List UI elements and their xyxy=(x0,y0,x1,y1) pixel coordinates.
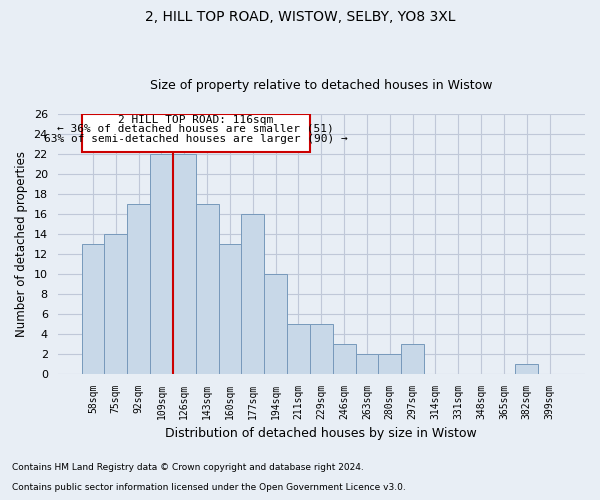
Bar xyxy=(332,344,356,374)
Text: 2 HILL TOP ROAD: 116sqm: 2 HILL TOP ROAD: 116sqm xyxy=(118,115,274,125)
Bar xyxy=(401,344,424,374)
Text: Contains HM Land Registry data © Crown copyright and database right 2024.: Contains HM Land Registry data © Crown c… xyxy=(12,464,364,472)
Bar xyxy=(379,354,401,374)
Bar xyxy=(82,244,104,374)
Bar xyxy=(150,154,173,374)
Bar xyxy=(218,244,241,374)
Polygon shape xyxy=(82,114,310,152)
Bar xyxy=(310,324,332,374)
Title: Size of property relative to detached houses in Wistow: Size of property relative to detached ho… xyxy=(150,79,493,92)
Bar xyxy=(287,324,310,374)
Y-axis label: Number of detached properties: Number of detached properties xyxy=(15,151,28,337)
Bar xyxy=(515,364,538,374)
X-axis label: Distribution of detached houses by size in Wistow: Distribution of detached houses by size … xyxy=(166,427,477,440)
Text: 2, HILL TOP ROAD, WISTOW, SELBY, YO8 3XL: 2, HILL TOP ROAD, WISTOW, SELBY, YO8 3XL xyxy=(145,10,455,24)
Bar xyxy=(264,274,287,374)
Text: Contains public sector information licensed under the Open Government Licence v3: Contains public sector information licen… xyxy=(12,484,406,492)
Text: 63% of semi-detached houses are larger (90) →: 63% of semi-detached houses are larger (… xyxy=(44,134,347,144)
Text: ← 36% of detached houses are smaller (51): ← 36% of detached houses are smaller (51… xyxy=(58,124,334,134)
Bar xyxy=(173,154,196,374)
Bar xyxy=(127,204,150,374)
Bar xyxy=(196,204,218,374)
Bar xyxy=(241,214,264,374)
Bar xyxy=(356,354,379,374)
Bar xyxy=(104,234,127,374)
